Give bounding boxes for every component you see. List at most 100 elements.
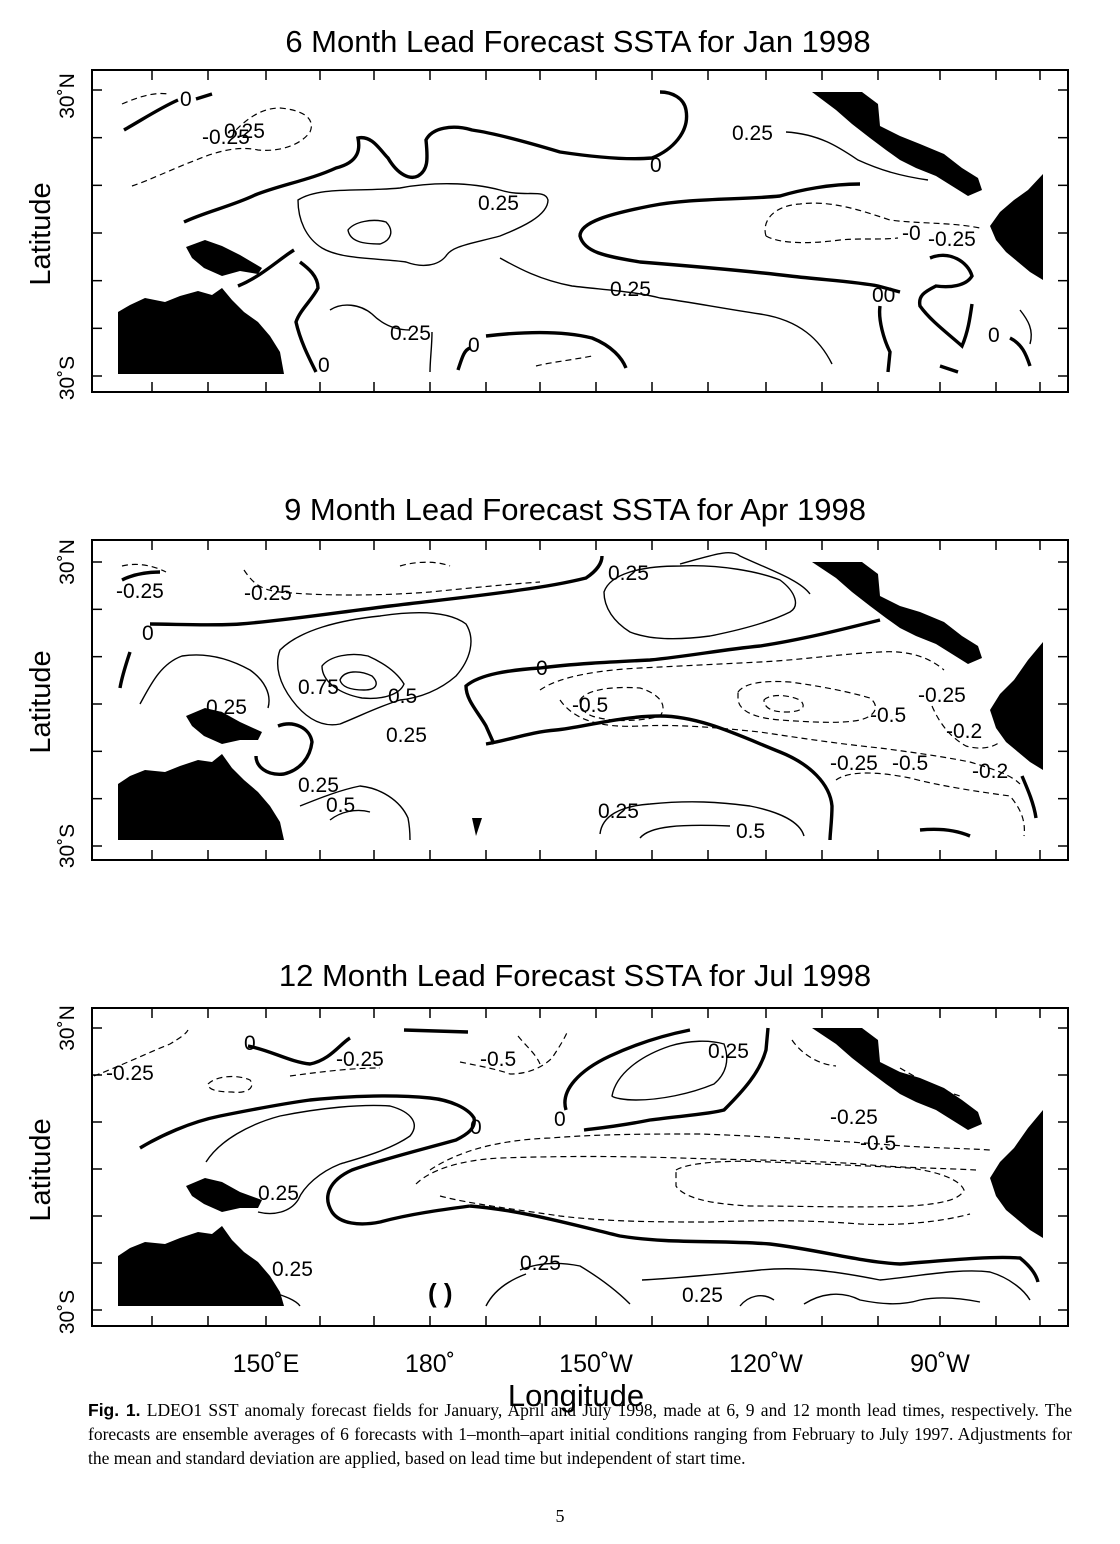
- plot-frame: [91, 539, 1069, 861]
- contour-label: -0.25: [202, 126, 250, 149]
- land-australia: [118, 288, 284, 374]
- x-tick-label: 180˚: [405, 1350, 455, 1378]
- contour-line-025: [205, 1104, 415, 1215]
- contour-label: -0.25: [106, 1062, 154, 1085]
- contour-line-neg025: [835, 772, 1025, 837]
- contour-label: -0.2: [972, 760, 1008, 783]
- x-tick-label: 150˚E: [233, 1350, 300, 1378]
- contour-line-025: [297, 183, 549, 267]
- x-tick-label: 120˚W: [729, 1350, 803, 1378]
- contour-line-neg025: [415, 1155, 977, 1185]
- contour-label: 0: [536, 657, 548, 680]
- land-new-guinea: [186, 1178, 262, 1212]
- contour-label: -0.25: [116, 580, 164, 603]
- y-axis-label: Latitude: [25, 182, 57, 285]
- contour-label: 0: [244, 1032, 256, 1055]
- contour-line-025: [329, 304, 433, 373]
- contour-line-025: [739, 1293, 981, 1307]
- contour-label: -0.25: [830, 1106, 878, 1129]
- contour-line-zero: [183, 90, 689, 224]
- contour-label: -0.25: [918, 684, 966, 707]
- land-central-america: [812, 92, 982, 196]
- x-axis-ticks: 150˚E 180˚ 150˚W 120˚W 90˚W: [233, 1350, 971, 1378]
- contour-line-zero: [139, 1094, 476, 1226]
- contour-label: -0.5: [870, 704, 906, 727]
- contour-line-025: [329, 809, 371, 821]
- contour-line-025: [499, 257, 833, 365]
- contour-line-neg025: [439, 1195, 971, 1226]
- contour-line-zero: [121, 570, 161, 582]
- y-axis-label: Latitude: [25, 1118, 57, 1221]
- small-triangle-mark: [472, 818, 482, 836]
- contour-line-neg025: [399, 561, 451, 567]
- contour-line-025: [599, 801, 805, 837]
- contour-label: 0.25: [478, 192, 519, 215]
- contour-label: 0.25: [608, 562, 649, 585]
- contour-label: 0: [554, 1108, 566, 1131]
- x-axis-label: Longitude: [508, 1378, 644, 1413]
- contour-labels: 0 -0.25 0.25 0 0.25 0.25 -0 -0.25 0.25 0…: [180, 88, 1000, 377]
- contour-line-025: [271, 1291, 301, 1307]
- contour-line-025: [339, 671, 377, 691]
- land-central-america: [812, 562, 982, 664]
- contour-label: 0.25: [386, 724, 427, 747]
- contour-lines: [121, 90, 1032, 374]
- contour-label: -0.25: [830, 752, 878, 775]
- contour-labels: -0.25 0 -0.25 -0.5 0.25 0 0 -0.25 -0.5 0…: [106, 1032, 896, 1307]
- caption-text: LDEO1 SST anomaly forecast fields for Ja…: [88, 1400, 1073, 1468]
- contour-line-zero: [123, 92, 213, 132]
- contour-label: 0: [650, 154, 662, 177]
- contour-line-025: [679, 552, 811, 595]
- y-axis-label: Latitude: [25, 650, 57, 753]
- contour-label: -0.5: [892, 752, 928, 775]
- contour-line-neg025: [675, 1160, 965, 1208]
- contour-line-zero: [563, 1028, 691, 1111]
- contour-line-025: [299, 785, 411, 841]
- contour-line-neg025: [429, 1133, 991, 1171]
- y-tick-label-30n: 30˚N: [56, 539, 79, 585]
- contour-lines: [118, 552, 1038, 841]
- contour-label: 00: [872, 284, 895, 307]
- contour-line-zero: [247, 1036, 351, 1066]
- contour-line-zero: [583, 1027, 770, 1132]
- contour-label: 0: [988, 324, 1000, 347]
- contour-line-neg025: [737, 680, 877, 723]
- contour-line-zero: [485, 714, 834, 841]
- parenthesis-mark: ( ): [428, 1278, 453, 1308]
- contour-label: 0.25: [272, 1258, 313, 1281]
- contour-label: 0.25: [390, 322, 431, 345]
- contour-line-025: [139, 654, 270, 709]
- contour-label: -0.25: [244, 582, 292, 605]
- land-south-america: [990, 1110, 1043, 1238]
- contour-line-025: [785, 131, 929, 181]
- contour-label: 0: [318, 354, 330, 377]
- land-new-guinea: [186, 240, 262, 276]
- contour-line-neg025: [93, 1029, 189, 1077]
- panel-jan-1998: 6 Month Lead Forecast SSTA for Jan 1998 …: [25, 24, 1069, 400]
- contour-label: 0: [468, 334, 480, 357]
- plot-border: [91, 539, 1069, 861]
- contour-label: 0.25: [708, 1040, 749, 1063]
- contour-label: 0.25: [224, 120, 265, 143]
- contour-lines: [93, 1027, 1040, 1307]
- contour-line-neg025: [765, 235, 899, 244]
- panel-jul-1998: 12 Month Lead Forecast SSTA for Jul 1998…: [25, 958, 1069, 1413]
- contour-line-zero: [118, 651, 132, 689]
- contour-line-neg025: [207, 1075, 253, 1093]
- contour-line-zero: [464, 618, 881, 745]
- land-australia: [118, 1226, 284, 1306]
- contour-label: 0.5: [736, 820, 765, 843]
- panel-title: 6 Month Lead Forecast SSTA for Jan 1998: [285, 24, 870, 59]
- land-south-america: [990, 642, 1043, 770]
- contour-line-neg025: [931, 705, 1001, 749]
- contour-label: 0: [180, 88, 192, 111]
- contour-line-neg025: [539, 651, 1021, 785]
- contour-line-zero: [877, 305, 1032, 374]
- contour-line-neg025: [121, 563, 167, 573]
- contour-line-neg025: [131, 107, 312, 187]
- contour-line-025: [641, 1268, 1031, 1301]
- contour-line-neg025: [243, 569, 541, 596]
- land-australia: [118, 754, 284, 840]
- contour-label: -0.25: [928, 228, 976, 251]
